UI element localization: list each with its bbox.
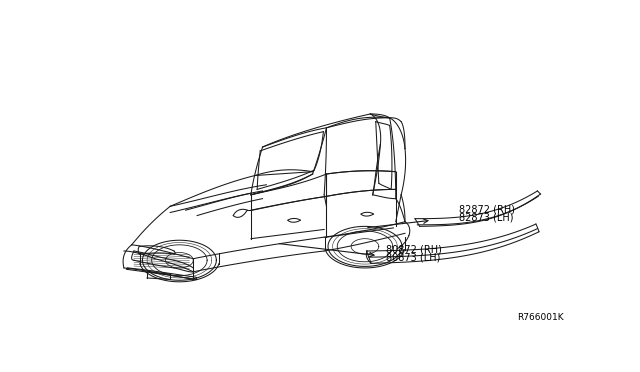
Text: 80873 (LH): 80873 (LH) xyxy=(386,252,440,262)
Text: 80872 (RH): 80872 (RH) xyxy=(386,244,442,254)
Text: 82872 (RH): 82872 (RH) xyxy=(459,205,515,215)
Text: 82873 (LH): 82873 (LH) xyxy=(459,212,513,222)
Text: R766001K: R766001K xyxy=(516,313,563,322)
